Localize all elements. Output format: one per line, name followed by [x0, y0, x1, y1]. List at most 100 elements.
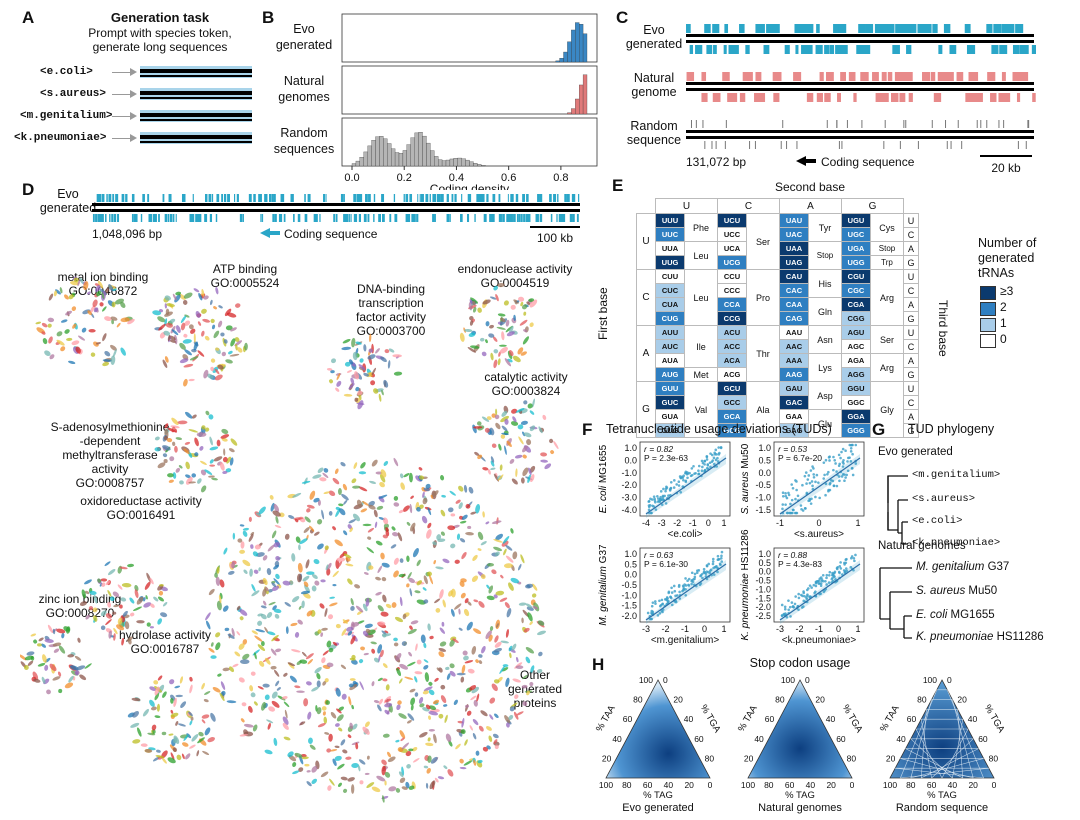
coding-sequence-mark	[433, 194, 435, 202]
coding-sequence-mark	[1016, 72, 1020, 81]
protein-structure	[385, 603, 392, 609]
coding-sequence-mark	[189, 214, 193, 222]
tga-axis-label: % TGA	[698, 703, 723, 735]
protein-structure	[252, 551, 259, 557]
scale-bar	[530, 226, 580, 228]
protein-structure	[58, 645, 66, 654]
protein-structure	[489, 626, 494, 631]
panel-label-a: A	[22, 8, 35, 27]
protein-structure	[423, 686, 433, 692]
protein-structure	[27, 660, 34, 666]
leaf-strain: G37	[984, 561, 1010, 573]
codon-row: AUC ACC AAC AGC C	[637, 339, 919, 354]
protein-structure	[244, 342, 248, 351]
protein-structure	[183, 292, 193, 299]
tag-tick-label: 40	[806, 780, 816, 790]
protein-structure	[317, 543, 324, 550]
protein-structure	[412, 747, 418, 752]
protein-structure	[79, 674, 87, 681]
coding-sequence-mark	[516, 214, 519, 222]
scatter-point	[699, 582, 703, 585]
protein-structure	[476, 693, 480, 702]
scatter-point	[670, 586, 673, 590]
protein-structure	[325, 564, 329, 571]
protein-structure	[182, 339, 192, 344]
protein-structure	[550, 450, 555, 455]
protein-structure	[140, 743, 148, 747]
coding-sequence-mark	[319, 214, 321, 222]
protein-structure	[225, 468, 232, 473]
x-tick-label: 1	[721, 624, 726, 634]
protein-structure	[540, 459, 548, 463]
protein-structure	[90, 352, 96, 357]
protein-structure	[338, 727, 343, 732]
coding-sequence-mark	[815, 45, 823, 54]
coding-sequence-mark	[999, 45, 1008, 54]
scatter-point	[814, 584, 818, 588]
coding-sequence-mark	[841, 141, 843, 149]
protein-structure	[117, 584, 123, 590]
protein-structure	[399, 473, 404, 479]
scatter-point	[706, 463, 710, 467]
taa-tick-label: 40	[754, 734, 764, 744]
protein-structure	[367, 354, 376, 360]
panel-label-d: D	[22, 180, 35, 199]
coding-sequence-mark	[824, 45, 828, 54]
scatter-point	[712, 573, 716, 576]
y-tick-label: -1.5	[755, 505, 771, 515]
coding-sequence-mark	[838, 141, 840, 149]
protein-structure	[172, 472, 177, 479]
panel-a-title: Generation task	[110, 10, 210, 25]
amino-acid-cell: Trp	[870, 255, 904, 270]
protein-structure	[274, 669, 280, 677]
protein-structure	[53, 290, 58, 297]
scatter-point	[843, 571, 847, 574]
coding-sequence-mark	[446, 194, 449, 202]
protein-structure	[518, 296, 525, 302]
scatter-point	[682, 588, 685, 592]
codon-cell: GAG	[779, 423, 809, 438]
protein-structure	[71, 340, 80, 346]
protein-structure	[176, 325, 181, 333]
codon-cell: UCU	[717, 213, 747, 228]
protein-structure	[153, 680, 159, 685]
protein-structure	[438, 647, 447, 652]
protein-structure	[461, 717, 465, 728]
protein-structure	[383, 460, 389, 466]
protein-structure	[255, 629, 266, 633]
protein-structure	[77, 637, 81, 643]
coding-sequence-mark	[373, 194, 376, 202]
histogram-bar	[582, 74, 588, 115]
scatter-point	[828, 488, 832, 492]
protein-structure	[473, 759, 477, 766]
coding-sequence-mark	[867, 24, 874, 33]
coding-sequence-mark	[507, 194, 509, 202]
protein-structure	[234, 337, 240, 342]
tag-tick-label: 20	[826, 780, 836, 790]
protein-structure	[340, 739, 346, 746]
coding-sequence-mark	[108, 194, 111, 202]
tga-tick-label: 20	[957, 695, 967, 705]
x-tick-label: 0.8	[553, 172, 568, 184]
coding-sequence-mark	[414, 214, 416, 222]
scatter-point	[709, 568, 713, 571]
coding-sequence-mark	[894, 72, 902, 81]
protein-structure	[499, 347, 508, 354]
tag-tick-label: 0	[850, 780, 855, 790]
protein-structure	[323, 716, 328, 724]
protein-structure	[239, 524, 245, 527]
protein-structure	[518, 602, 527, 606]
x-tick-label: 0	[702, 624, 707, 634]
protein-structure	[147, 732, 156, 736]
protein-structure	[271, 691, 278, 699]
scatter-point	[828, 481, 832, 485]
protein-structure	[436, 534, 442, 541]
histogram-bar	[555, 60, 560, 63]
protein-structure	[215, 286, 219, 295]
protein-structure	[473, 628, 482, 635]
amino-acid-cell: Ala	[746, 381, 780, 438]
scatter-point	[792, 508, 795, 512]
protein-structure	[326, 562, 332, 570]
coding-sequence-mark	[405, 214, 409, 222]
protein-structure	[505, 545, 513, 551]
